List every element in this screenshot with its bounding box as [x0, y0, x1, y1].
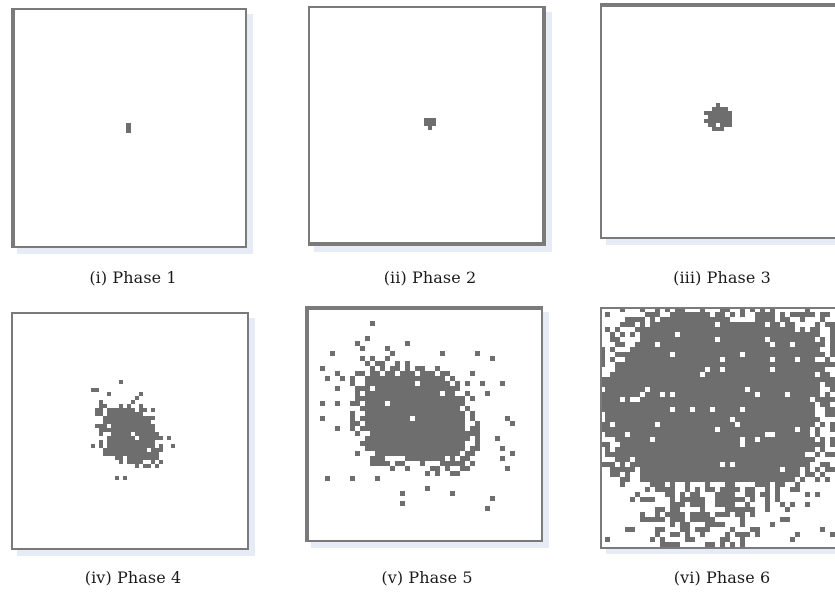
- panel-frame: [11, 548, 249, 550]
- active-cells: [126, 123, 131, 133]
- active-cells: [600, 307, 835, 549]
- panel-frame: [600, 3, 835, 7]
- active-cells: [704, 103, 732, 131]
- panel-frame: [11, 246, 247, 248]
- phase-4-grid: [11, 312, 255, 556]
- panel-frame: [305, 306, 543, 310]
- phase-panel-2: [305, 3, 555, 253]
- phase-caption-3: (iii) Phase 3: [673, 268, 771, 287]
- panel-frame: [542, 6, 546, 246]
- panel-frame: [305, 306, 309, 542]
- phase-panel-3: [597, 0, 835, 250]
- phase-6-grid: [600, 307, 835, 554]
- panel-frame: [11, 312, 249, 314]
- panel-frame: [11, 8, 247, 10]
- panel-frame: [308, 6, 546, 8]
- phase-caption-5: (v) Phase 5: [381, 568, 473, 587]
- active-cells: [320, 321, 515, 511]
- phase-2-grid: [308, 6, 552, 252]
- panel-frame: [245, 8, 247, 248]
- panel-frame: [600, 3, 602, 239]
- panel-frame: [305, 540, 543, 542]
- panel-frame: [600, 307, 602, 549]
- panel-frame: [11, 8, 15, 248]
- phase-panel-1: [8, 5, 258, 255]
- phase-3-grid: [600, 3, 835, 245]
- panel-frame: [541, 306, 543, 542]
- panel-frame: [308, 6, 310, 246]
- panel-frame: [308, 242, 546, 246]
- panel-frame: [247, 312, 249, 550]
- phase-caption-1: (i) Phase 1: [89, 268, 177, 287]
- phase-1-grid: [11, 8, 253, 254]
- phase-caption-6: (vi) Phase 6: [673, 568, 771, 587]
- active-cells: [91, 380, 175, 480]
- phase-panel-5: [302, 303, 552, 553]
- phase-panel-4: [8, 309, 258, 559]
- phase-caption-2: (ii) Phase 2: [383, 268, 477, 287]
- panel-frame: [600, 547, 835, 549]
- active-cells: [424, 118, 436, 130]
- panel-frame: [600, 237, 835, 239]
- panel-frame: [600, 307, 835, 309]
- phase-caption-4: (iv) Phase 4: [84, 568, 182, 587]
- phase-panel-6: [597, 304, 835, 554]
- panel-frame: [11, 312, 13, 550]
- phase-5-grid: [305, 306, 549, 548]
